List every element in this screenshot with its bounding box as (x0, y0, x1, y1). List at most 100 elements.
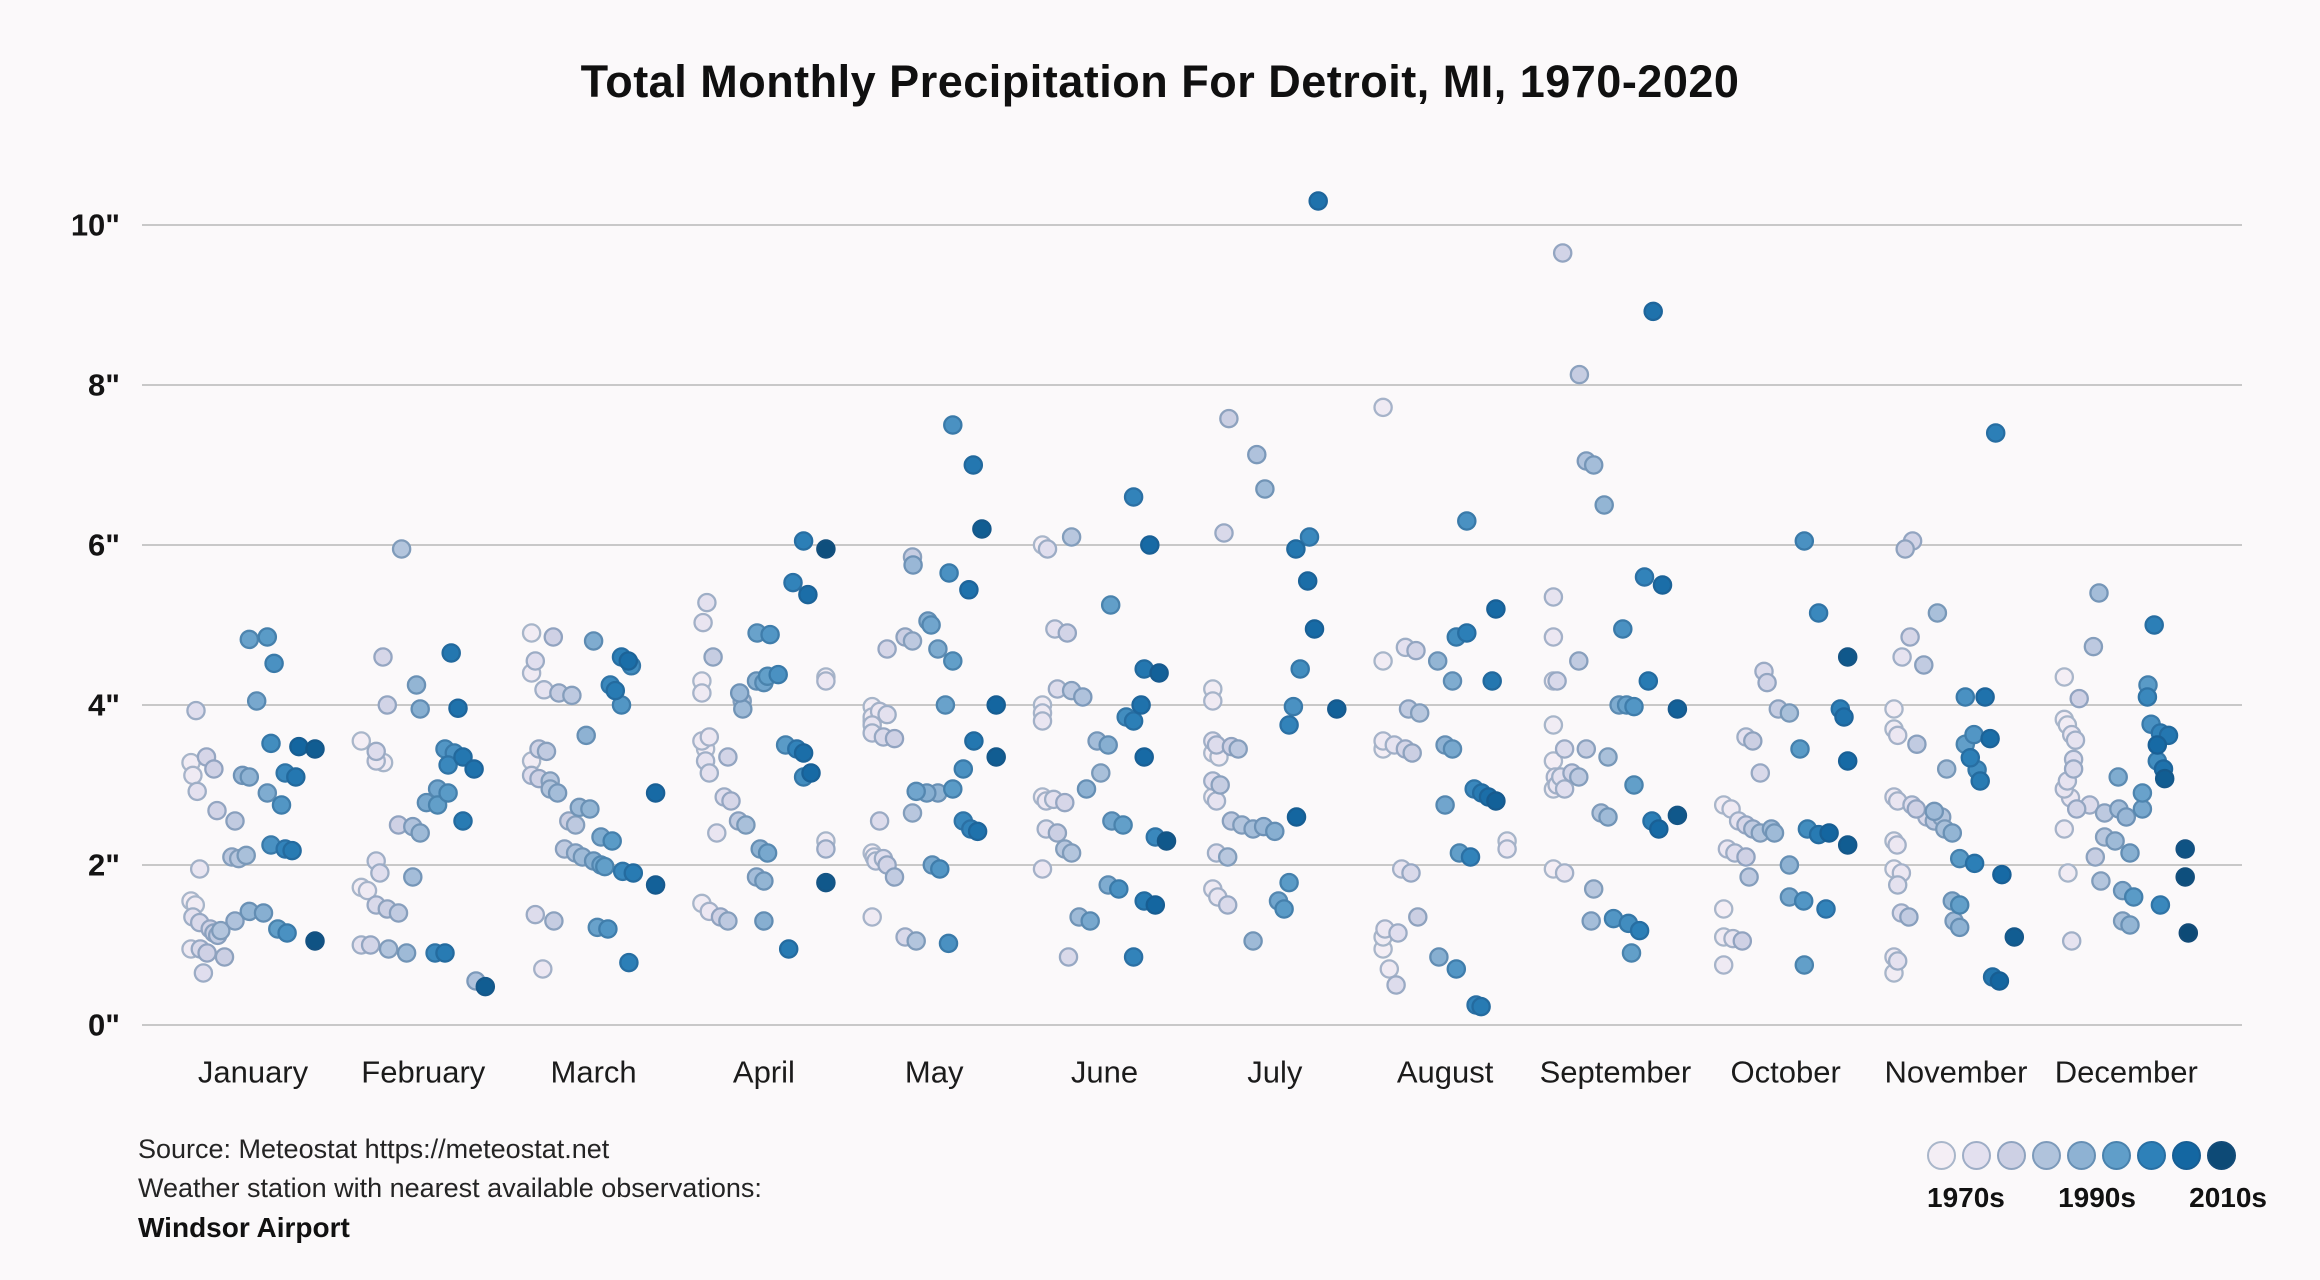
data-point (760, 624, 780, 645)
legend-swatch (2207, 1141, 2236, 1170)
data-point (1624, 696, 1644, 717)
data-point (1435, 795, 1455, 815)
data-point (692, 683, 712, 703)
legend-decade-labels: 1970s 1990s 2010s (1927, 1182, 2267, 1214)
data-point (1914, 655, 1934, 675)
data-point (1408, 907, 1428, 927)
data-point (1061, 527, 1082, 547)
data-point (2091, 871, 2111, 891)
data-point (939, 563, 959, 583)
data-point (410, 823, 430, 843)
data-point (1980, 728, 2000, 749)
data-point (1884, 699, 1904, 719)
data-point (370, 863, 390, 883)
y-tick-label: 6" (88, 528, 120, 563)
data-point (1819, 823, 1839, 843)
data-point (1265, 821, 1285, 842)
data-point (1210, 775, 1230, 795)
data-point (778, 939, 799, 959)
data-point (257, 627, 278, 647)
data-point (869, 811, 890, 831)
x-tick-label: October (1731, 1055, 1841, 1090)
data-point (602, 831, 622, 851)
data-point (964, 731, 984, 751)
y-tick-label: 0" (88, 1008, 120, 1043)
data-point (1109, 879, 1129, 899)
legend-swatch (2102, 1141, 2131, 1170)
data-point (1543, 715, 1564, 735)
data-point (525, 904, 546, 925)
data-point (1649, 819, 1669, 839)
data-point (598, 919, 618, 939)
data-point (1140, 535, 1160, 555)
data-point (225, 811, 245, 831)
x-tick-label: February (361, 1055, 486, 1090)
legend-swatch (1997, 1141, 2026, 1170)
data-point (757, 843, 778, 863)
data-point (1255, 479, 1275, 499)
data-point (1790, 739, 1810, 759)
data-point (438, 783, 458, 803)
data-point (605, 680, 626, 701)
data-point (2066, 799, 2087, 819)
data-point (1927, 603, 1948, 623)
x-tick-label: June (1071, 1055, 1138, 1090)
data-point (2137, 687, 2158, 707)
data-point (464, 759, 484, 779)
data-point (277, 923, 297, 943)
data-point (1621, 943, 1642, 963)
data-point (289, 736, 309, 757)
data-point (1409, 703, 1430, 723)
data-point (253, 903, 274, 923)
data-point (1401, 863, 1421, 883)
data-point (435, 943, 455, 963)
data-point (1989, 971, 2010, 991)
data-point (2120, 915, 2140, 935)
data-point (236, 845, 256, 866)
data-point (1779, 855, 1800, 875)
x-tick-label: August (1397, 1055, 1494, 1090)
data-point (264, 653, 284, 674)
data-point (921, 615, 941, 635)
legend-swatch (1927, 1141, 1956, 1170)
x-tick-label: January (198, 1055, 309, 1090)
data-point (1757, 672, 1777, 693)
data-point (1554, 739, 1575, 759)
data-point (718, 747, 738, 767)
decade-color-legend: 1970s 1990s 2010s (1927, 1141, 2267, 1214)
data-point (2063, 759, 2084, 779)
data-point (2116, 807, 2137, 827)
data-point (193, 963, 214, 983)
data-point (2004, 927, 2025, 947)
data-point (1569, 767, 1589, 787)
source-line: Source: Meteostat https://meteostat.net (138, 1134, 610, 1164)
data-point (547, 783, 568, 803)
data-point (1667, 699, 1688, 719)
data-point (1942, 823, 1963, 843)
data-point (1134, 747, 1154, 767)
data-point (2175, 839, 2195, 859)
data-point (2132, 799, 2153, 819)
data-point (521, 623, 542, 643)
legend-swatch (2032, 1141, 2061, 1170)
data-point (1243, 931, 1263, 951)
data-point (1895, 539, 1915, 559)
data-point (623, 863, 644, 883)
data-point (1217, 895, 1238, 915)
data-point (2058, 863, 2078, 883)
data-point (1286, 807, 1307, 827)
data-point (967, 821, 988, 842)
data-point (261, 733, 281, 754)
data-point (1887, 835, 1907, 855)
data-point (1219, 408, 1239, 429)
data-point (453, 747, 473, 767)
data-point (2108, 767, 2128, 787)
data-point (1058, 947, 1079, 967)
data-point (1629, 920, 1650, 941)
data-point (2154, 768, 2175, 789)
data-point (2150, 895, 2171, 915)
data-point (410, 699, 430, 719)
data-point (1073, 687, 1093, 707)
data-point (1299, 527, 1320, 547)
